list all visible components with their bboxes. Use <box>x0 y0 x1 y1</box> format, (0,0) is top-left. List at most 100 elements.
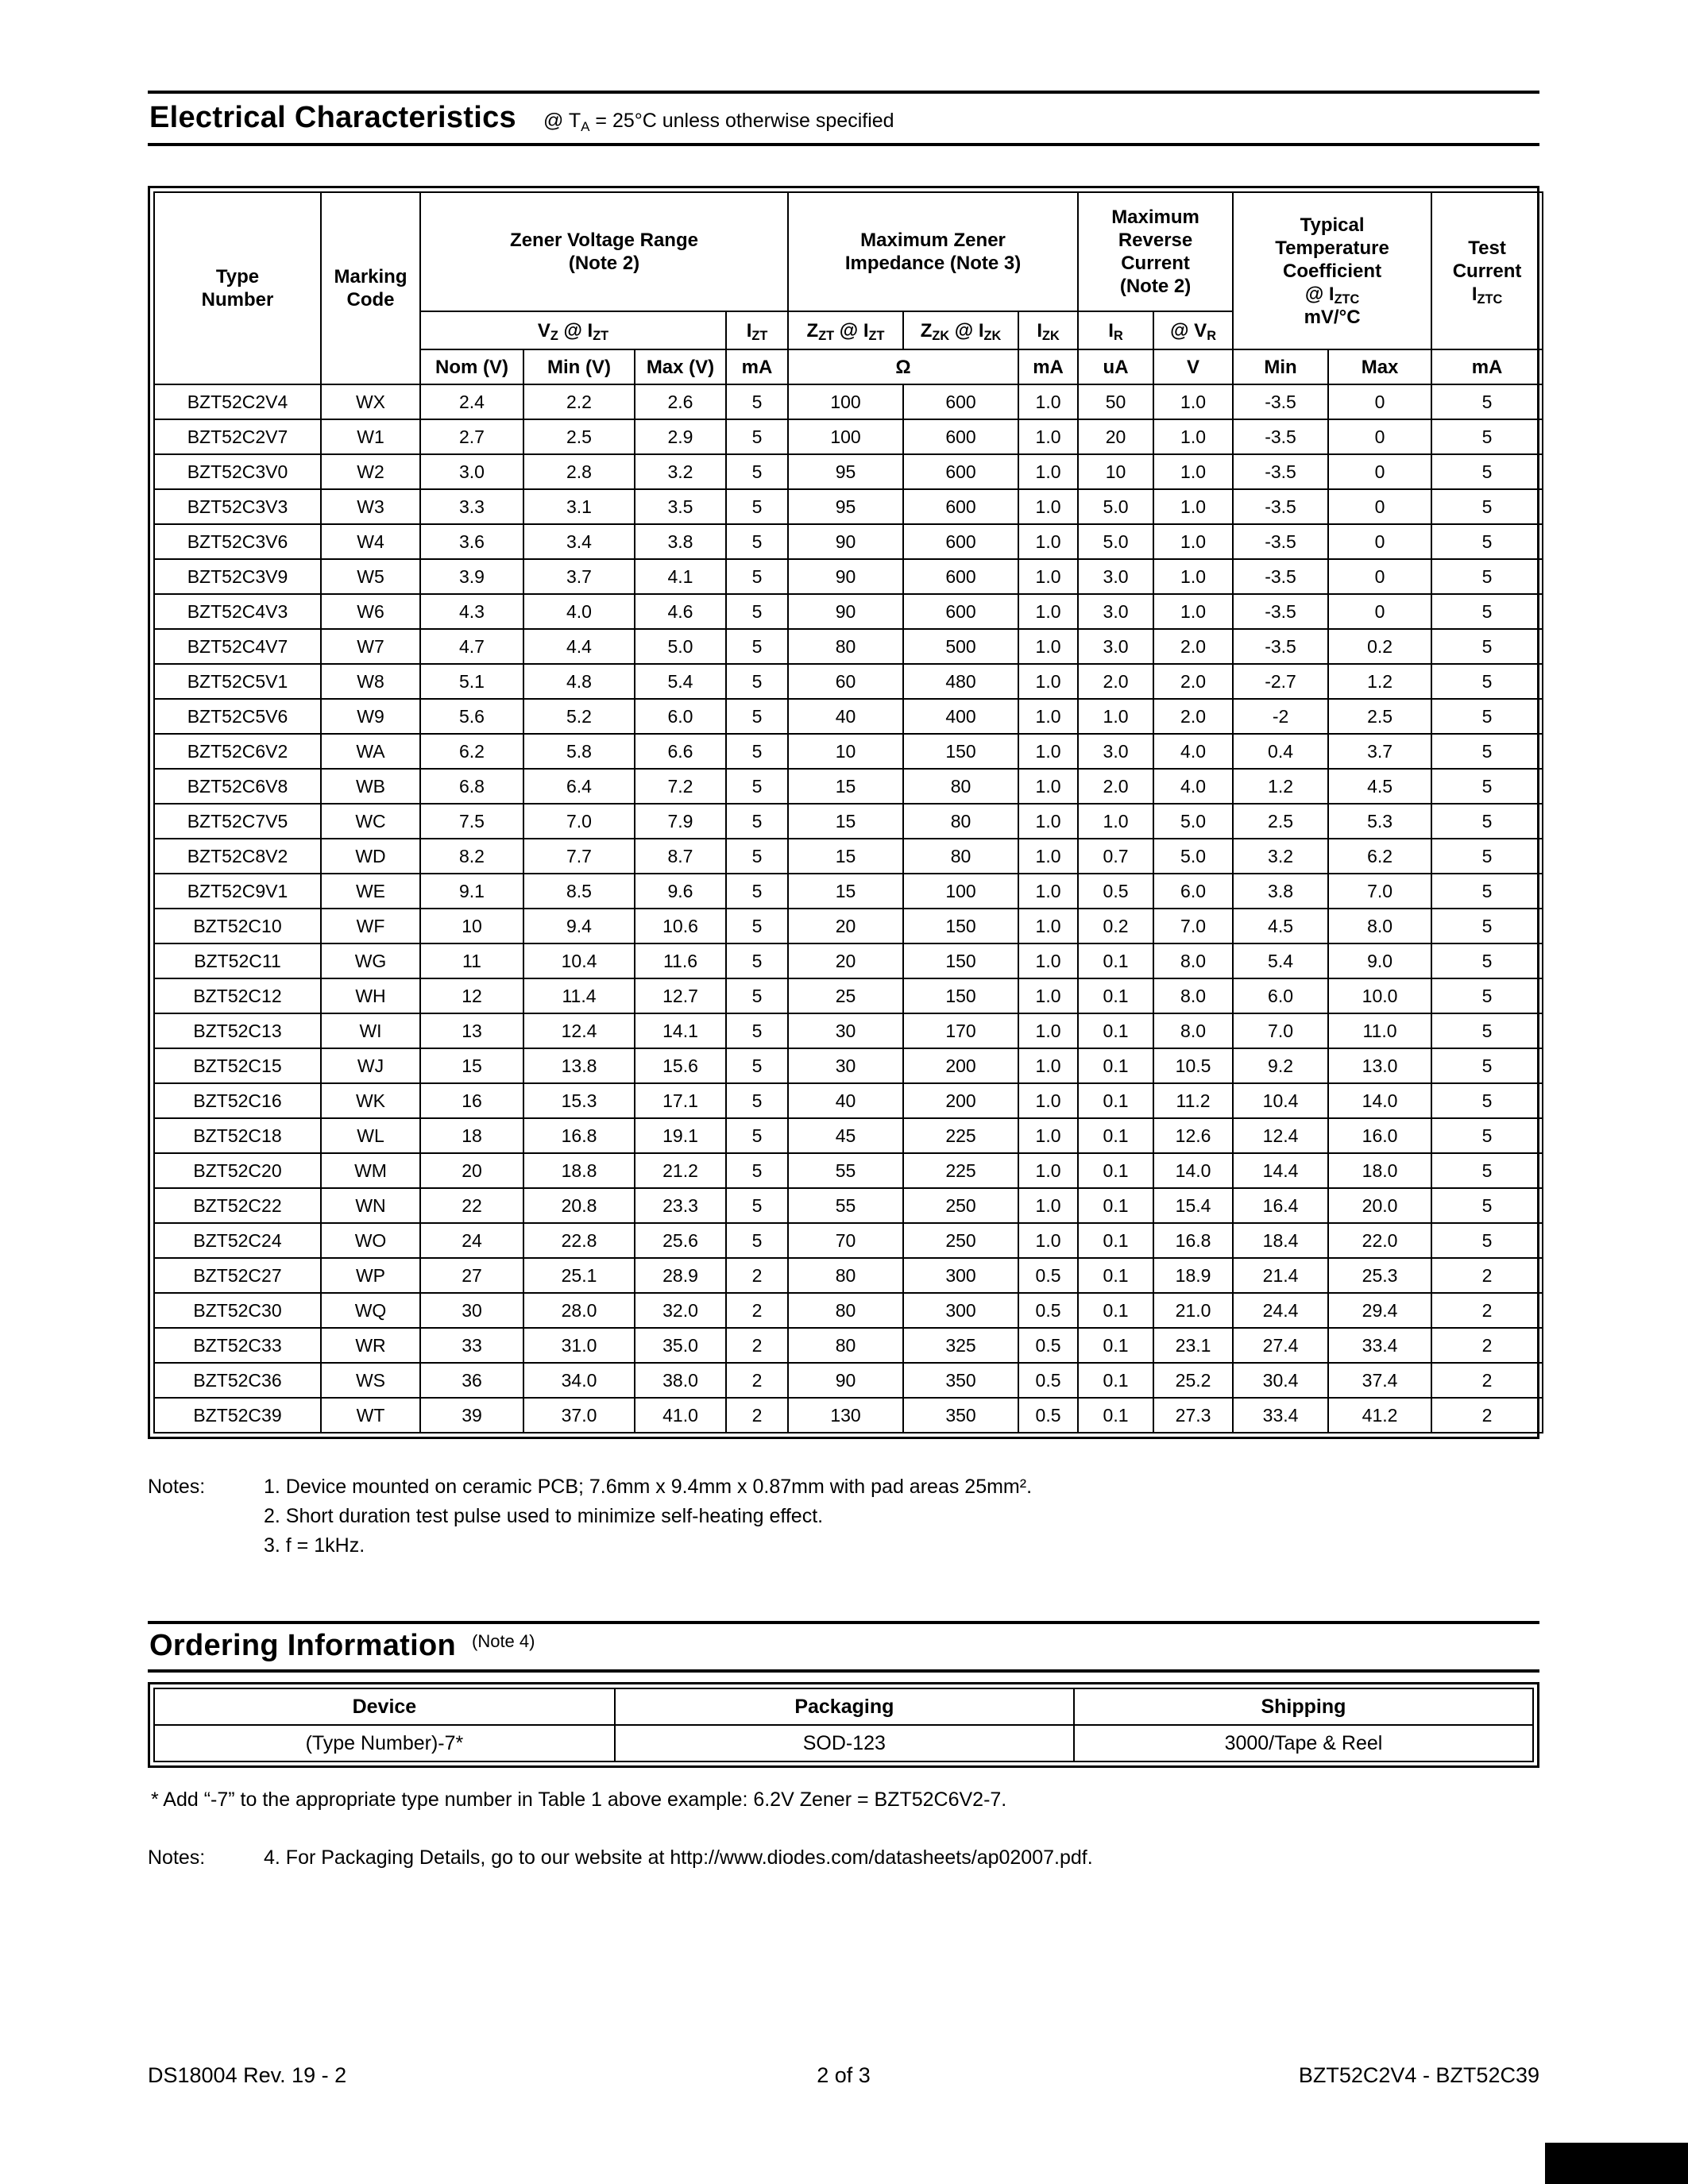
table-cell: 22 <box>419 1187 524 1224</box>
col-header-max-reverse-current: Maximum Reverse Current (Note 2) <box>1077 191 1234 312</box>
table-cell: 2.2 <box>523 384 635 420</box>
table-row: BZT52C39 WT 39 37.0 41.0 2 130 350 0.5 0.1 27.3 33.… <box>153 1397 1544 1433</box>
table-cell: 7.0 <box>523 803 635 839</box>
col-header-device: Device <box>153 1688 616 1726</box>
table-cell: 90 <box>787 558 905 595</box>
electrical-table-body: BZT52C2V4 WX 2.4 2.2 2.6 5 100 600 1.0 50 1.0 -3.5 0… <box>153 384 1544 1433</box>
table-cell: -3.5 <box>1232 384 1330 420</box>
table-cell: 18.4 <box>1232 1222 1330 1259</box>
footer-page-indicator: 2 of 3 <box>817 2063 871 2087</box>
table-cell: 30 <box>787 1013 905 1049</box>
table-cell: WB <box>320 768 421 805</box>
table-row: BZT52C4V7 W7 4.7 4.4 5.0 5 80 500 1.0 3.0 2.0 -3.5 0… <box>153 628 1544 665</box>
table-cell: 4.0 <box>1153 733 1234 770</box>
table-cell: 80 <box>787 1327 905 1364</box>
page-content: Electrical Characteristics @ TA = 25°C u… <box>148 0 1544 1870</box>
table-cell: 2 <box>724 1257 790 1294</box>
table-cell: 5 <box>724 384 790 420</box>
table-cell: 5 <box>724 1013 790 1049</box>
table-cell: 130 <box>787 1397 905 1433</box>
table-cell: 5 <box>724 908 790 944</box>
table-cell: 5 <box>724 488 790 525</box>
table-cell: 10.5 <box>1153 1048 1234 1084</box>
table-cell: 39 <box>419 1397 524 1433</box>
table-cell: 170 <box>902 1013 1020 1049</box>
table-cell: 14.4 <box>1232 1152 1330 1189</box>
corner-mark <box>1545 2143 1688 2184</box>
table-cell: 1.0 <box>1018 1082 1080 1119</box>
table-cell: WA <box>320 733 421 770</box>
col-header-shipping: Shipping <box>1072 1688 1535 1726</box>
table-cell: 5 <box>1431 908 1544 944</box>
unit-izk-ma: mA <box>1018 349 1080 385</box>
table-cell: 7.5 <box>419 803 524 839</box>
table-cell: 7.9 <box>634 803 727 839</box>
table-cell: 3.2 <box>634 453 727 490</box>
table-cell: 41.2 <box>1327 1397 1433 1433</box>
table-cell: 3.8 <box>1232 873 1330 909</box>
table-cell: 2.0 <box>1153 698 1234 735</box>
table-cell: W4 <box>320 523 421 560</box>
table-cell: 33.4 <box>1327 1327 1433 1364</box>
table-cell: 200 <box>902 1048 1020 1084</box>
table-cell: WE <box>320 873 421 909</box>
table-cell: 4.0 <box>1153 768 1234 805</box>
table-cell: 27.4 <box>1232 1327 1330 1364</box>
table-cell: 1.0 <box>1018 838 1080 874</box>
divider <box>148 143 1539 146</box>
table-cell: 2 <box>724 1327 790 1364</box>
table-cell: 7.7 <box>523 838 635 874</box>
table-cell: 0.1 <box>1077 1327 1155 1364</box>
table-cell: 600 <box>902 488 1020 525</box>
table-cell: 18.8 <box>523 1152 635 1189</box>
table-cell: 5.6 <box>419 698 524 735</box>
table-cell: -3.5 <box>1232 523 1330 560</box>
table-cell: W2 <box>320 453 421 490</box>
table-cell: 4.6 <box>634 593 727 630</box>
table-cell: 5.0 <box>1077 523 1155 560</box>
table-cell: -3.5 <box>1232 593 1330 630</box>
table-cell: 1.0 <box>1018 1187 1080 1224</box>
table-row: BZT52C3V0 W2 3.0 2.8 3.2 5 95 600 1.0 10 1.0 -3.5 0 5 <box>153 453 1544 490</box>
table-cell: 9.4 <box>523 908 635 944</box>
col-subheader-zzt: ZZT @ IZT <box>787 311 905 350</box>
table-cell: WL <box>320 1117 421 1154</box>
table-cell: 5 <box>724 1152 790 1189</box>
table-cell: 10.6 <box>634 908 727 944</box>
table-cell: 5 <box>1431 453 1544 490</box>
table-cell: 2.8 <box>523 453 635 490</box>
table-cell: 5 <box>724 419 790 455</box>
table-cell: BZT52C18 <box>153 1117 322 1154</box>
table-cell: WN <box>320 1187 421 1224</box>
table-cell: 0 <box>1327 453 1433 490</box>
table-cell: 1.0 <box>1018 943 1080 979</box>
table-cell: 17.1 <box>634 1082 727 1119</box>
table-cell: BZT52C16 <box>153 1082 322 1119</box>
table-cell: 5.4 <box>634 663 727 700</box>
table-cell: 34.0 <box>523 1362 635 1399</box>
table-cell: 600 <box>902 419 1020 455</box>
table-cell: 2.6 <box>634 384 727 420</box>
table-cell: 80 <box>787 1257 905 1294</box>
table-cell: 2.4 <box>419 384 524 420</box>
table-cell: WO <box>320 1222 421 1259</box>
table-cell: 32.0 <box>634 1292 727 1329</box>
unit-test-ma: mA <box>1431 349 1544 385</box>
table-cell: 4.4 <box>523 628 635 665</box>
table-cell: 0.1 <box>1077 1117 1155 1154</box>
table-cell: 11.2 <box>1153 1082 1234 1119</box>
table-row: BZT52C30 WQ 30 28.0 32.0 2 80 300 0.5 0.1 21.0 24.4… <box>153 1292 1544 1329</box>
table-cell: 90 <box>787 593 905 630</box>
table-cell: 11 <box>419 943 524 979</box>
table-cell: 5 <box>1431 1048 1544 1084</box>
table-row: BZT52C16 WK 16 15.3 17.1 5 40 200 1.0 0.1 11.2 10.4… <box>153 1082 1544 1119</box>
table-cell: 1.0 <box>1018 733 1080 770</box>
table-cell: 1.0 <box>1018 558 1080 595</box>
table-cell: 5 <box>724 803 790 839</box>
table-cell: 5.8 <box>523 733 635 770</box>
table-cell: BZT52C5V1 <box>153 663 322 700</box>
table-cell: 600 <box>902 453 1020 490</box>
table-cell: 24 <box>419 1222 524 1259</box>
table-cell: BZT52C13 <box>153 1013 322 1049</box>
table-cell: WR <box>320 1327 421 1364</box>
